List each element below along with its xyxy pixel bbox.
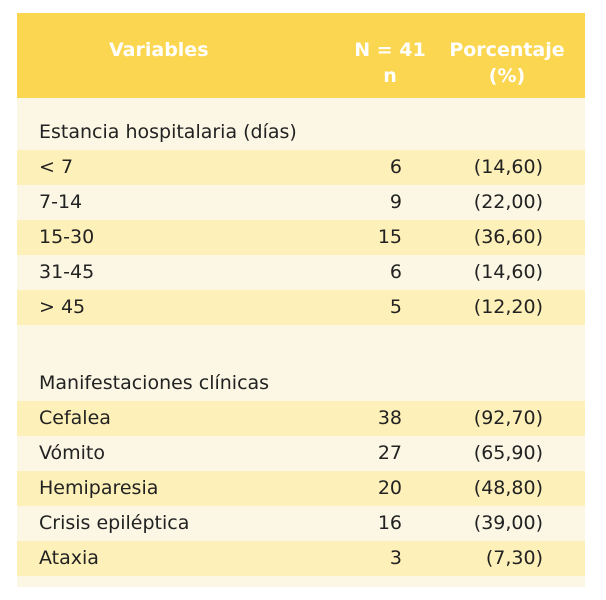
row-percentage: (65,90)	[473, 442, 543, 464]
row-percentage: (14,60)	[473, 156, 543, 178]
row-n: 20	[377, 477, 402, 499]
table-row: Cefalea 38 (92,70)	[17, 401, 585, 436]
header-pct-line2: (%)	[488, 65, 526, 87]
row-label: Crisis epiléptica	[39, 512, 190, 534]
header-variables: Variables	[109, 39, 209, 61]
row-percentage: (22,00)	[473, 191, 543, 213]
row-n: 16	[377, 512, 402, 534]
table-row: Hemiparesia 20 (48,80)	[17, 471, 585, 506]
row-n: 3	[389, 547, 402, 569]
header-pct-line1: Porcentaje	[449, 39, 565, 61]
row-label: 31-45	[39, 261, 95, 283]
header-n-line2: n	[383, 65, 397, 87]
row-label: Hemiparesia	[39, 477, 159, 499]
row-percentage: (12,20)	[473, 296, 543, 318]
table-header: Variables N = 41 n Porcentaje (%)	[17, 13, 585, 98]
row-percentage: (14,60)	[473, 261, 543, 283]
section-title-manifestaciones: Manifestaciones clínicas	[17, 366, 585, 401]
row-label: Cefalea	[39, 407, 111, 429]
row-n: 5	[389, 296, 402, 318]
table-row: Crisis epiléptica 16 (39,00)	[17, 506, 585, 541]
table-row: 7-14 9 (22,00)	[17, 185, 585, 220]
table-row: 31-45 6 (14,60)	[17, 255, 585, 290]
section-title-estancia: Estancia hospitalaria (días)	[17, 115, 585, 150]
table-row: Ataxia 3 (7,30)	[17, 541, 585, 576]
row-percentage: (39,00)	[473, 512, 543, 534]
row-percentage: (7,30)	[485, 547, 543, 569]
row-label: Vómito	[39, 442, 106, 464]
row-n: 15	[377, 226, 402, 248]
row-label: > 45	[39, 296, 86, 318]
section-title-label: Manifestaciones clínicas	[39, 372, 270, 394]
table-row: 15-30 15 (36,60)	[17, 220, 585, 255]
row-label: Ataxia	[39, 547, 99, 569]
row-label: < 7	[39, 156, 74, 178]
row-percentage: (36,60)	[473, 226, 543, 248]
table-row: Vómito 27 (65,90)	[17, 436, 585, 471]
data-table: Variables N = 41 n Porcentaje (%) Estanc…	[17, 13, 585, 587]
section-title-label: Estancia hospitalaria (días)	[39, 121, 297, 143]
row-label: 7-14	[39, 191, 83, 213]
header-n: N = 41 n	[340, 37, 440, 89]
row-percentage: (92,70)	[473, 407, 543, 429]
header-percentage: Porcentaje (%)	[437, 37, 577, 89]
row-n: 38	[377, 407, 402, 429]
row-label: 15-30	[39, 226, 95, 248]
row-n: 9	[389, 191, 402, 213]
row-percentage: (48,80)	[473, 477, 543, 499]
header-n-line1: N = 41	[354, 39, 426, 61]
row-n: 6	[389, 261, 402, 283]
table-row: < 7 6 (14,60)	[17, 150, 585, 185]
row-n: 27	[377, 442, 402, 464]
table-row: > 45 5 (12,20)	[17, 290, 585, 325]
row-n: 6	[389, 156, 402, 178]
